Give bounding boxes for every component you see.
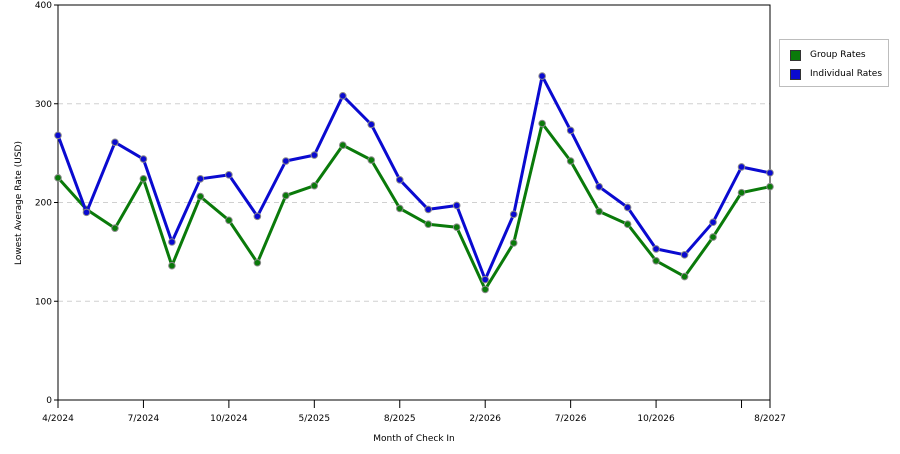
data-point-individual-rates [623, 203, 632, 212]
data-point-individual-rates [481, 275, 490, 284]
data-point-individual-rates [395, 175, 404, 184]
legend-label-individual-rates: Individual Rates [810, 69, 883, 79]
data-point-individual-rates [310, 151, 319, 159]
data-point-individual-rates [253, 212, 262, 221]
data-point-individual-rates [367, 120, 376, 129]
data-point-individual-rates [54, 131, 62, 140]
y-tick-label: 200 [35, 199, 52, 209]
legend-item-individual-rates: Individual Rates [790, 67, 882, 81]
data-point-group-rates [709, 233, 717, 241]
legend-item-group-rates: Group Rates [790, 48, 866, 62]
data-point-group-rates [339, 141, 347, 150]
data-point-individual-rates [168, 238, 176, 246]
data-point-individual-rates [737, 163, 746, 171]
data-point-individual-rates [566, 126, 575, 135]
data-point-individual-rates [595, 182, 603, 191]
data-point-group-rates [509, 239, 518, 247]
y-tick-label: 0 [46, 396, 52, 406]
data-point-group-rates [737, 188, 746, 197]
x-axis-label: Month of Check In [373, 434, 455, 444]
data-point-group-rates [566, 157, 575, 165]
data-point-group-rates [139, 175, 148, 183]
data-point-group-rates [168, 261, 176, 270]
axes [54, 4, 771, 408]
data-point-individual-rates [452, 201, 461, 210]
data-point-group-rates [766, 182, 774, 191]
data-point-group-rates [310, 181, 319, 190]
x-tick-label: 8/2027 [754, 414, 786, 424]
legend-swatch-individual-rates [790, 68, 801, 80]
y-axis-label: Lowest Average Rate (USD) [14, 141, 24, 265]
data-point-group-rates [595, 207, 603, 216]
data-point-group-rates [452, 223, 461, 231]
data-point-individual-rates [282, 157, 290, 165]
data-point-individual-rates [652, 245, 660, 253]
data-point-individual-rates [709, 218, 717, 227]
data-point-individual-rates [225, 171, 233, 179]
x-tick-label: 7/2024 [128, 414, 160, 424]
data-point-individual-rates [766, 169, 774, 177]
x-tick-label: 4/2024 [42, 414, 74, 424]
legend-label-group-rates: Group Rates [810, 50, 866, 60]
data-point-group-rates [680, 272, 689, 281]
x-tick-label: 5/2025 [298, 414, 330, 424]
data-point-group-rates [54, 174, 62, 182]
x-tick-label: 7/2026 [555, 414, 587, 424]
gridlines [58, 103, 770, 302]
data-point-group-rates [225, 216, 233, 225]
data-point-group-rates [538, 119, 546, 128]
data-point-individual-rates [339, 92, 347, 100]
data-point-group-rates [481, 285, 490, 294]
series-lines [54, 72, 774, 294]
data-point-group-rates [282, 191, 290, 200]
data-point-individual-rates [509, 210, 518, 219]
data-point-group-rates [395, 204, 404, 213]
y-tick-label: 400 [35, 1, 52, 11]
data-point-group-rates [652, 256, 660, 265]
data-point-group-rates [253, 258, 262, 267]
tick-labels: 0 100 200 300 400 4/2024 7/2024 10/2024 5/2025 8/… [35, 1, 786, 424]
y-tick-label: 100 [35, 297, 52, 307]
x-tick-label: 10/2024 [210, 414, 248, 424]
data-point-individual-rates [538, 72, 546, 80]
y-tick-label: 300 [35, 100, 52, 110]
x-tick-label: 10/2026 [637, 414, 675, 424]
data-point-group-rates [623, 220, 632, 229]
legend-swatch-group-rates [790, 49, 801, 61]
x-tick-label: 2/2026 [469, 414, 501, 424]
legend: Group Rates Individual Rates [779, 39, 889, 87]
x-tick-label: 8/2025 [384, 414, 416, 424]
data-point-group-rates [424, 220, 433, 229]
data-point-individual-rates [111, 138, 119, 147]
data-point-individual-rates [139, 155, 148, 163]
data-point-group-rates [111, 224, 119, 232]
data-point-individual-rates [82, 208, 91, 217]
data-point-group-rates [367, 156, 376, 164]
data-point-individual-rates [424, 205, 433, 214]
data-point-individual-rates [196, 175, 205, 183]
data-point-individual-rates [680, 251, 689, 259]
data-point-group-rates [196, 192, 205, 201]
series-line-group-rates [56, 122, 771, 291]
series-line-individual-rates [56, 74, 771, 281]
